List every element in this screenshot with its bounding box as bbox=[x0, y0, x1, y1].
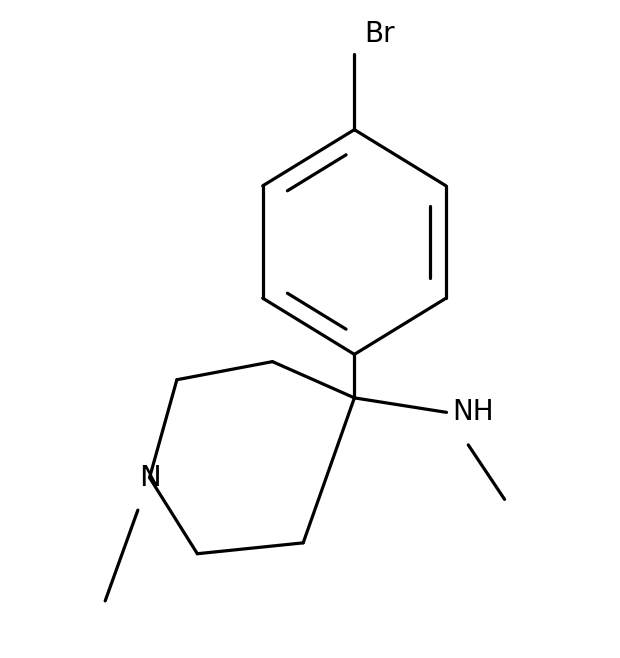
Text: Br: Br bbox=[365, 20, 395, 48]
Text: N: N bbox=[139, 464, 161, 492]
Text: NH: NH bbox=[452, 398, 494, 426]
